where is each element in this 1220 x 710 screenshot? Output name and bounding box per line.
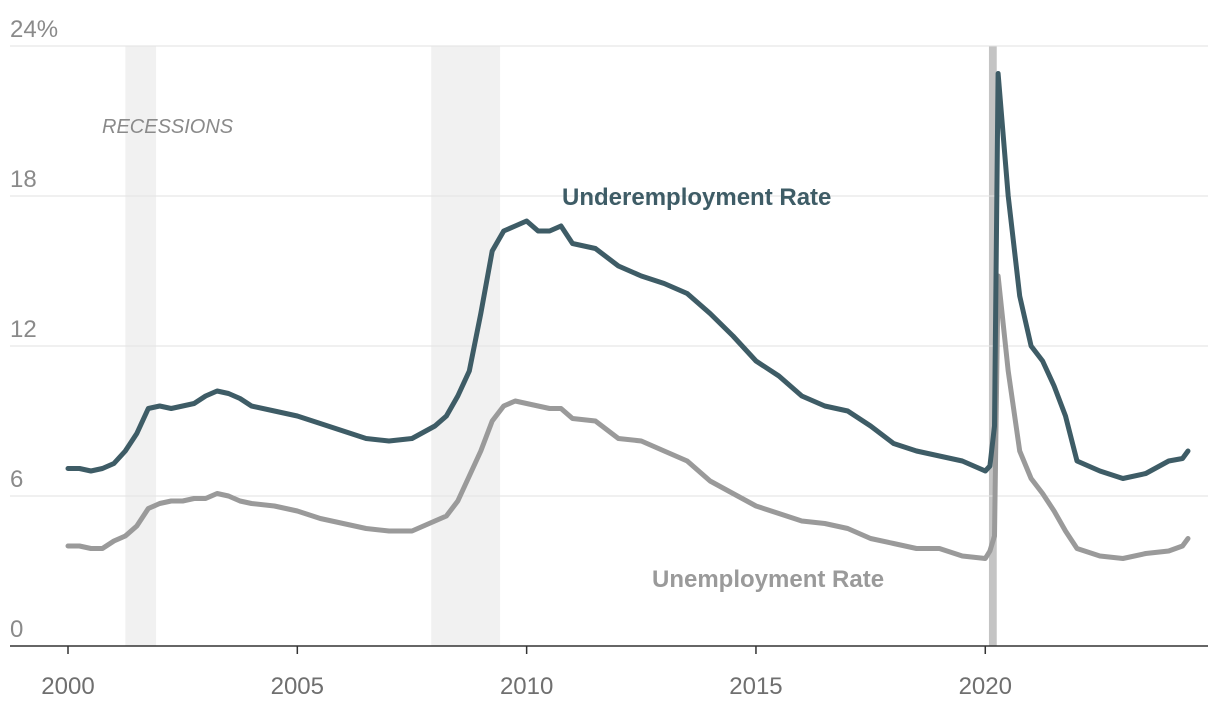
y-tick-label-0: 0 [10,616,23,643]
series-lines [65,71,1191,561]
series-line-unemployment [65,273,1191,561]
y-tick-label-12: 12 [10,316,37,343]
x-tick-label-2000: 2000 [41,673,94,700]
x-tick-label-2010: 2010 [500,673,553,700]
recessions-label: RECESSIONS [102,116,234,138]
y-tick-label-24: 24% [10,16,58,43]
series-line-underemployment [65,71,1191,481]
y-tick-label-6: 6 [10,466,23,493]
x-tick-label-2005: 2005 [271,673,324,700]
series-label-underemployment: Underemployment Rate [562,184,831,211]
x-axis: 2000 2005 2010 2015 2020 [10,645,1208,700]
y-tick-label-18: 18 [10,166,37,193]
series-label-unemployment: Unemployment Rate [652,566,884,593]
y-axis-ticks: 0 6 12 18 24% [10,16,58,643]
x-tick-label-2015: 2015 [729,673,782,700]
x-tick-label-2020: 2020 [959,673,1012,700]
